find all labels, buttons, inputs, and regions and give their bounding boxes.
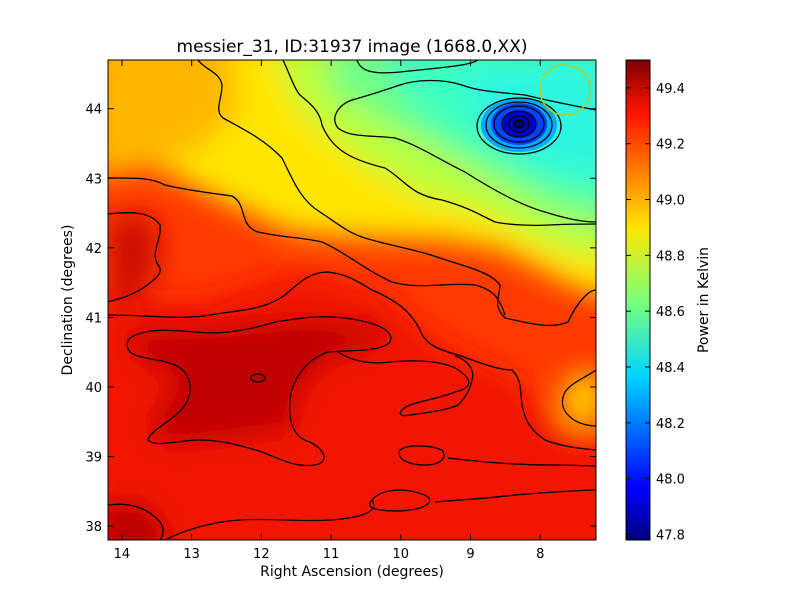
contour-line [108,271,596,451]
field-orange-nw [108,60,240,177]
x-tick-label: 10 [393,547,410,562]
contour-line [126,316,392,467]
y-axis-label: Declination (degrees) [60,225,76,376]
x-tick-label: 14 [114,547,131,562]
colorbar-tick-label: 48.4 [656,361,685,376]
contour-line [561,369,596,427]
contour-line [164,499,375,540]
contour-line [493,105,545,143]
contour-line [514,119,524,129]
contour-line [334,79,596,223]
colorbar-tick-label: 48.8 [656,249,685,264]
x-tick-label: 11 [323,547,340,562]
contour-line [501,110,537,138]
colorbar-label: Power in Kelvin [696,247,712,353]
contour-line [337,351,474,417]
contour-line [197,60,596,327]
y-tick-label: 40 [85,381,102,396]
contour-line [508,115,530,133]
contours [108,60,596,540]
field-min-core [512,118,526,130]
contour-line [108,177,506,316]
colorbar [625,59,651,541]
colorbar-tick-label: 49.2 [656,138,685,153]
x-tick-label: 8 [536,547,544,562]
y-tick-label: 41 [85,311,102,326]
field-darkred-west [108,215,160,300]
contour-line [476,97,562,155]
contour-line [250,373,266,383]
x-axis-label: Right Ascension (degrees) [260,564,444,580]
contour-line [447,457,596,467]
heatmap [108,60,596,540]
contour-line [434,489,596,503]
field-darkred-sw [108,500,165,540]
colorbar-tick-label: 48.2 [656,417,685,432]
y-tick-label: 43 [85,172,102,187]
colorbar-tick-label: 49.0 [656,194,685,209]
contour-line [108,503,164,540]
chart-title: messier_31, ID:31937 image (1668.0,XX) [177,37,528,57]
contour-line [108,211,161,303]
y-tick-label: 38 [85,520,102,535]
beam-marker [539,64,591,116]
colorbar-axis: 47.8 48.0 48.2 48.4 48.6 48.8 49.0 49.2 49.4 [626,82,685,543]
contour-line [485,101,553,149]
colorbar-tick-label: 49.4 [656,82,685,97]
contour-line [282,60,596,227]
colorbar-tick-label: 48.6 [656,305,685,320]
colorbar-tick-label: 48.0 [656,473,685,488]
colorbar-tick-label: 47.8 [656,528,685,543]
contour-line [398,445,445,466]
y-tick-label: 44 [85,103,102,118]
x-axis: 14 13 12 11 10 9 8 [114,60,544,562]
contour-line [369,489,431,512]
y-tick-label: 42 [85,242,102,257]
x-tick-label: 9 [466,547,474,562]
x-tick-label: 13 [183,547,200,562]
y-tick-label: 39 [85,451,102,466]
plot-frame [107,59,597,541]
y-axis: 38 39 40 41 42 43 44 [85,103,596,535]
x-tick-label: 12 [253,547,270,562]
